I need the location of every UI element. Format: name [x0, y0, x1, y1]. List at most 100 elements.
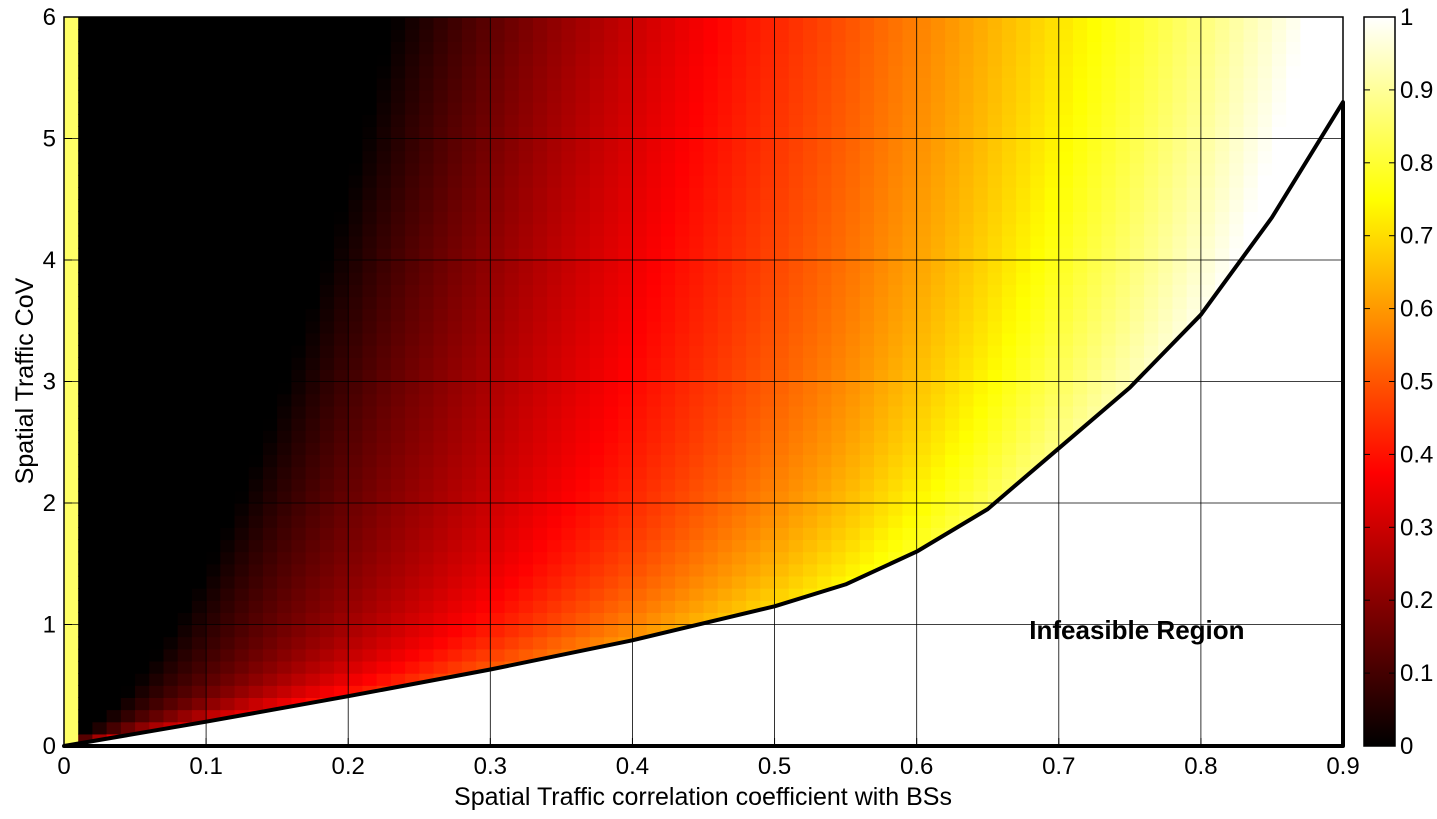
heatmap-cell	[92, 442, 108, 455]
heatmap-cell	[689, 65, 705, 79]
heatmap-cell	[476, 272, 491, 285]
heatmap-cell	[149, 600, 165, 613]
heatmap-cell	[191, 405, 207, 419]
heatmap-cell	[604, 430, 619, 443]
heatmap-cell	[1186, 296, 1202, 310]
heatmap-cell	[817, 211, 832, 225]
heatmap-cell	[646, 247, 662, 261]
heatmap-cell	[1215, 199, 1230, 212]
heatmap-cell	[930, 430, 946, 443]
heatmap-cell	[1172, 272, 1188, 285]
heatmap-cell	[120, 588, 136, 601]
heatmap-cell	[547, 211, 562, 225]
heatmap-cell	[504, 65, 520, 79]
heatmap-cell	[618, 588, 634, 601]
heatmap-cell	[845, 563, 861, 577]
heatmap-cell	[689, 320, 705, 334]
heatmap-cell	[1172, 126, 1188, 140]
heatmap-cell	[92, 660, 108, 674]
heatmap-cell	[888, 247, 904, 261]
heatmap-cell	[405, 41, 420, 55]
heatmap-cell	[646, 381, 662, 395]
heatmap-cell	[1200, 235, 1216, 249]
heatmap-cell	[646, 357, 662, 370]
heatmap-cell	[490, 600, 506, 613]
heatmap-cell	[788, 296, 804, 310]
heatmap-cell	[135, 308, 150, 322]
heatmap-cell	[149, 393, 165, 407]
heatmap-cell	[987, 466, 1003, 480]
heatmap-cell	[1158, 77, 1174, 91]
heatmap-cell	[703, 515, 719, 528]
heatmap-cell	[675, 41, 690, 55]
heatmap-cell	[447, 41, 463, 55]
heatmap-cell	[277, 296, 292, 310]
heatmap-cell	[760, 114, 776, 127]
heatmap-cell	[1200, 260, 1216, 273]
heatmap-cell	[987, 332, 1003, 346]
heatmap-cell	[476, 162, 491, 176]
heatmap-cell	[476, 600, 491, 613]
heatmap-cell	[760, 430, 776, 443]
heatmap-cell	[518, 624, 534, 638]
heatmap-cell	[1129, 296, 1145, 310]
heatmap-cell	[120, 114, 136, 127]
heatmap-cell	[945, 308, 960, 322]
heatmap-cell	[277, 89, 292, 103]
heatmap-cell	[604, 478, 619, 492]
heatmap-cell	[1101, 260, 1117, 273]
heatmap-cell	[774, 284, 790, 298]
heatmap-cell	[305, 466, 321, 480]
heatmap-cell	[731, 430, 747, 443]
heatmap-cell	[234, 393, 250, 407]
heatmap-cell	[390, 612, 406, 626]
heatmap-cell	[92, 114, 108, 127]
heatmap-cell	[461, 211, 477, 225]
heatmap-cell	[490, 41, 506, 55]
heatmap-cell	[291, 89, 307, 103]
heatmap-cell	[575, 624, 591, 638]
heatmap-cell	[1158, 199, 1174, 212]
heatmap-cell	[120, 721, 136, 735]
heatmap-cell	[802, 162, 818, 176]
heatmap-cell	[689, 381, 705, 395]
heatmap-cell	[248, 539, 264, 553]
heatmap-cell	[703, 89, 719, 103]
heatmap-cell	[831, 260, 847, 273]
heatmap-cell	[64, 551, 79, 565]
heatmap-cell	[1058, 260, 1074, 273]
heatmap-cell	[561, 417, 577, 431]
heatmap-cell	[518, 490, 534, 504]
heatmap-cell	[390, 41, 406, 55]
heatmap-cell	[220, 235, 236, 249]
heatmap-cell	[405, 199, 420, 212]
heatmap-cell	[916, 260, 932, 273]
heatmap-cell	[177, 53, 193, 67]
heatmap-cell	[703, 405, 719, 419]
heatmap-cell	[291, 660, 307, 674]
heatmap-cell	[717, 430, 733, 443]
heatmap-cell	[973, 369, 989, 383]
heatmap-cell	[774, 77, 790, 91]
heatmap-cell	[518, 551, 534, 565]
heatmap-cell	[1030, 405, 1046, 419]
heatmap-cell	[305, 636, 321, 650]
heatmap-cell	[334, 162, 349, 176]
heatmap-cell	[547, 612, 562, 626]
heatmap-cell	[760, 490, 776, 504]
heatmap-cell	[646, 284, 662, 298]
heatmap-cell	[660, 187, 676, 200]
heatmap-cell	[1215, 138, 1230, 152]
heatmap-cell	[419, 150, 435, 164]
heatmap-cell	[831, 527, 847, 541]
heatmap-cell	[206, 41, 221, 55]
heatmap-cell	[845, 223, 861, 237]
heatmap-cell	[973, 102, 989, 115]
heatmap-cell	[1044, 284, 1060, 298]
heatmap-cell	[106, 320, 122, 334]
heatmap-cell	[760, 332, 776, 346]
heatmap-cell	[945, 138, 960, 152]
heatmap-cell	[390, 478, 406, 492]
heatmap-cell	[1030, 260, 1046, 273]
heatmap-cell	[78, 466, 94, 480]
